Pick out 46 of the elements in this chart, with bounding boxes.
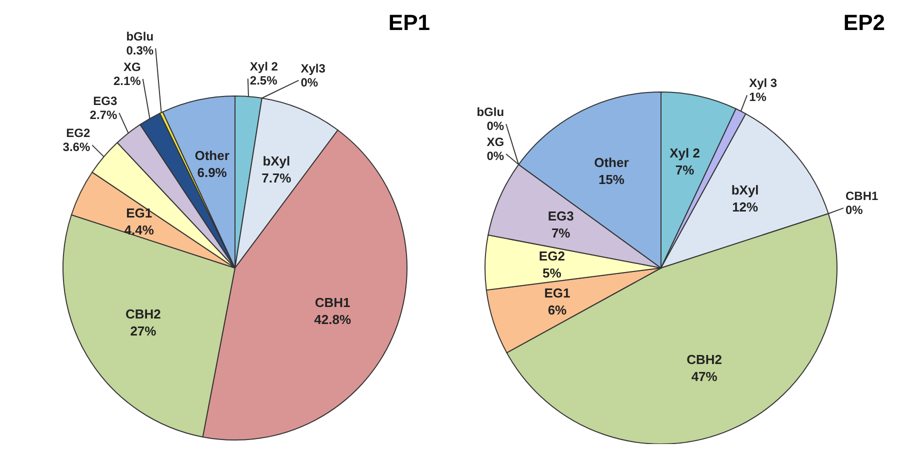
slice-label: Other <box>194 148 230 163</box>
slice-label: CBH2 <box>686 352 722 368</box>
text: 0% <box>486 148 504 163</box>
data-label: 12% <box>732 199 759 214</box>
data-label: 2.5% <box>250 74 278 88</box>
slice-label: CBH1 <box>314 294 350 310</box>
slice-label: EG3 <box>548 208 574 224</box>
data-label: 15% <box>598 172 625 187</box>
slice-label: EG3 <box>93 94 118 108</box>
data-label: 1% <box>749 90 767 104</box>
slice-label: CBH2 <box>126 306 161 322</box>
data-label: 47% <box>691 369 718 384</box>
text: 0% <box>486 118 504 133</box>
slice-label: EG1 <box>544 286 570 301</box>
data-label: 27% <box>130 323 157 338</box>
data-label: 2.7% <box>90 108 118 122</box>
chart-title: EP1 <box>388 10 430 36</box>
slice-label: EG2 <box>538 248 565 264</box>
slice-label: Xyl 2 <box>250 60 278 74</box>
data-label: 2.1% <box>114 74 142 88</box>
category-label: XG <box>486 134 504 149</box>
data-label: 5% <box>542 266 562 281</box>
slice-label: bXyl <box>262 154 290 169</box>
data-label: 6.9% <box>197 164 228 180</box>
slice-label: EG1 <box>126 205 152 220</box>
text: 0% <box>846 203 863 218</box>
chart-title: EP2 <box>843 10 885 36</box>
data-label: 3.6% <box>62 140 90 154</box>
category-label: CBH1 <box>846 189 878 204</box>
slice-label: XG <box>124 60 141 74</box>
data-label: 4.4% <box>124 222 154 238</box>
category-label: bGlu <box>476 104 504 119</box>
data-label: 42.8% <box>314 312 352 327</box>
category-label: Xyl3 <box>300 61 326 76</box>
data-label: 6% <box>548 302 568 318</box>
slice-label: bXyl <box>731 182 759 198</box>
slice-label: EG2 <box>66 126 90 140</box>
slice-label: bGlu <box>126 29 154 44</box>
slice-label: Xyl 3 <box>749 76 778 90</box>
text: 0% <box>300 75 318 90</box>
data-label: 0.3% <box>126 43 154 58</box>
slice-label: Other <box>594 154 629 170</box>
data-label: 7% <box>551 226 571 241</box>
data-label: 7% <box>675 162 695 178</box>
slice-label: Xyl 2 <box>670 146 700 161</box>
data-label: 7.7% <box>262 170 292 186</box>
